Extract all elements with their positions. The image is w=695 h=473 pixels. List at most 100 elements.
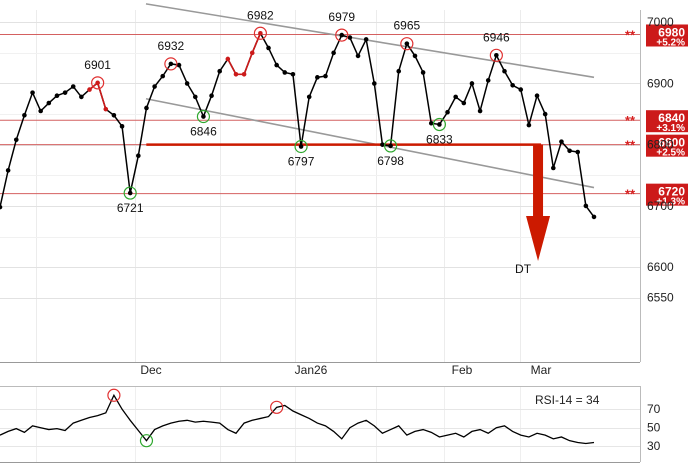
price-point [103,106,109,112]
price-point [315,75,320,80]
price-point [209,93,214,99]
peak-marker [91,76,105,90]
rsi-tick-label: 30 [647,439,661,453]
peak-marker [489,48,503,62]
level-badge [646,24,688,47]
price-point [144,105,149,111]
price-point [372,81,377,86]
price-tick-label: 6550 [647,291,674,305]
price-point [445,109,450,115]
rsi-trough-marker [139,434,154,448]
price-point [136,153,141,158]
breakdown-arrow [526,144,551,261]
peak-marker [164,57,178,71]
rsi-peak-marker [107,388,121,402]
price-point [70,84,76,89]
price-tick-label: 6600 [647,260,674,274]
peak-label: 6932 [158,39,185,53]
x-tick-label: Jan26 [295,363,328,377]
price-point [518,87,524,92]
price-point [22,112,27,118]
price-point [160,73,166,79]
rsi-peak-marker [270,400,284,414]
price-point [249,50,255,56]
x-tick-label: Mar [531,363,552,377]
price-point [46,100,52,106]
rsi-label: RSI-14 = 34 [535,393,600,407]
rsi-gridlines [0,386,640,462]
price-point [258,30,263,36]
price-point [5,168,11,173]
level-stars: ** [625,113,636,128]
price-point [282,70,288,75]
price-series [0,30,597,220]
price-point [266,45,271,51]
price-point [241,71,247,77]
rsi-series [0,393,595,445]
peak-marker [335,28,349,42]
price-y-axis: 6550 6600 6700 6800 6900 7000 [647,15,674,304]
price-point [168,61,174,67]
price-point [306,94,312,100]
time-x-axis: Dec Jan26 Feb Mar [140,363,551,377]
price-tick-label: 7000 [647,15,674,29]
price-point [420,70,426,75]
level-value: 6840 [658,111,685,125]
trough-label: 6846 [190,125,217,139]
level-value: 6720 [658,185,685,199]
peak-label: 6901 [84,58,111,72]
trough-marker [123,186,137,200]
price-point [485,78,491,83]
price-point [95,80,100,86]
price-point [30,90,35,95]
level-badge [646,110,688,133]
trend-line [145,3,595,79]
peak-marker [400,37,414,51]
price-point [13,137,19,143]
trough-label: 6798 [377,154,404,168]
rsi-swing-markers [107,388,284,448]
price-point [591,214,597,220]
price-point [119,124,125,129]
price-point [477,108,483,114]
price-point [127,190,133,196]
price-point [404,41,410,46]
x-tick-label: Dec [140,363,161,377]
price-tick-label: 6900 [647,76,674,90]
price-point [534,93,540,99]
trough-marker [196,109,211,124]
price-point [0,204,3,210]
price-point [274,62,279,68]
trough-label: 6833 [426,132,453,146]
peak-marker [253,26,267,40]
price-point [192,94,198,100]
price-point [38,108,43,114]
swing-point-markers: 6901 6721 6932 6846 6982 6797 6979 6798 6965 6833… [84,8,510,215]
rsi-tick-label: 50 [647,421,661,435]
breakdown-marker: DT [146,143,551,276]
trend-channel [145,3,595,189]
trough-marker [294,139,308,154]
price-point [567,148,572,154]
price-point [152,84,157,89]
price-point [201,114,206,119]
price-point [412,53,418,59]
level-value: 6800 [658,136,685,150]
peak-label: 6965 [393,19,420,33]
price-point [502,68,507,74]
price-point [87,87,92,92]
price-point [494,53,499,58]
price-point [79,94,84,100]
price-point [510,82,515,88]
price-point [347,35,353,40]
level-badge [646,183,688,206]
price-point [217,68,222,74]
peak-label: 6982 [247,8,274,22]
price-point [323,73,328,79]
level-percent: +2.5% [656,148,685,159]
price-tick-label: 6700 [647,199,674,213]
price-point [225,56,231,62]
level-stars: ** [625,27,636,42]
price-point [111,112,117,118]
